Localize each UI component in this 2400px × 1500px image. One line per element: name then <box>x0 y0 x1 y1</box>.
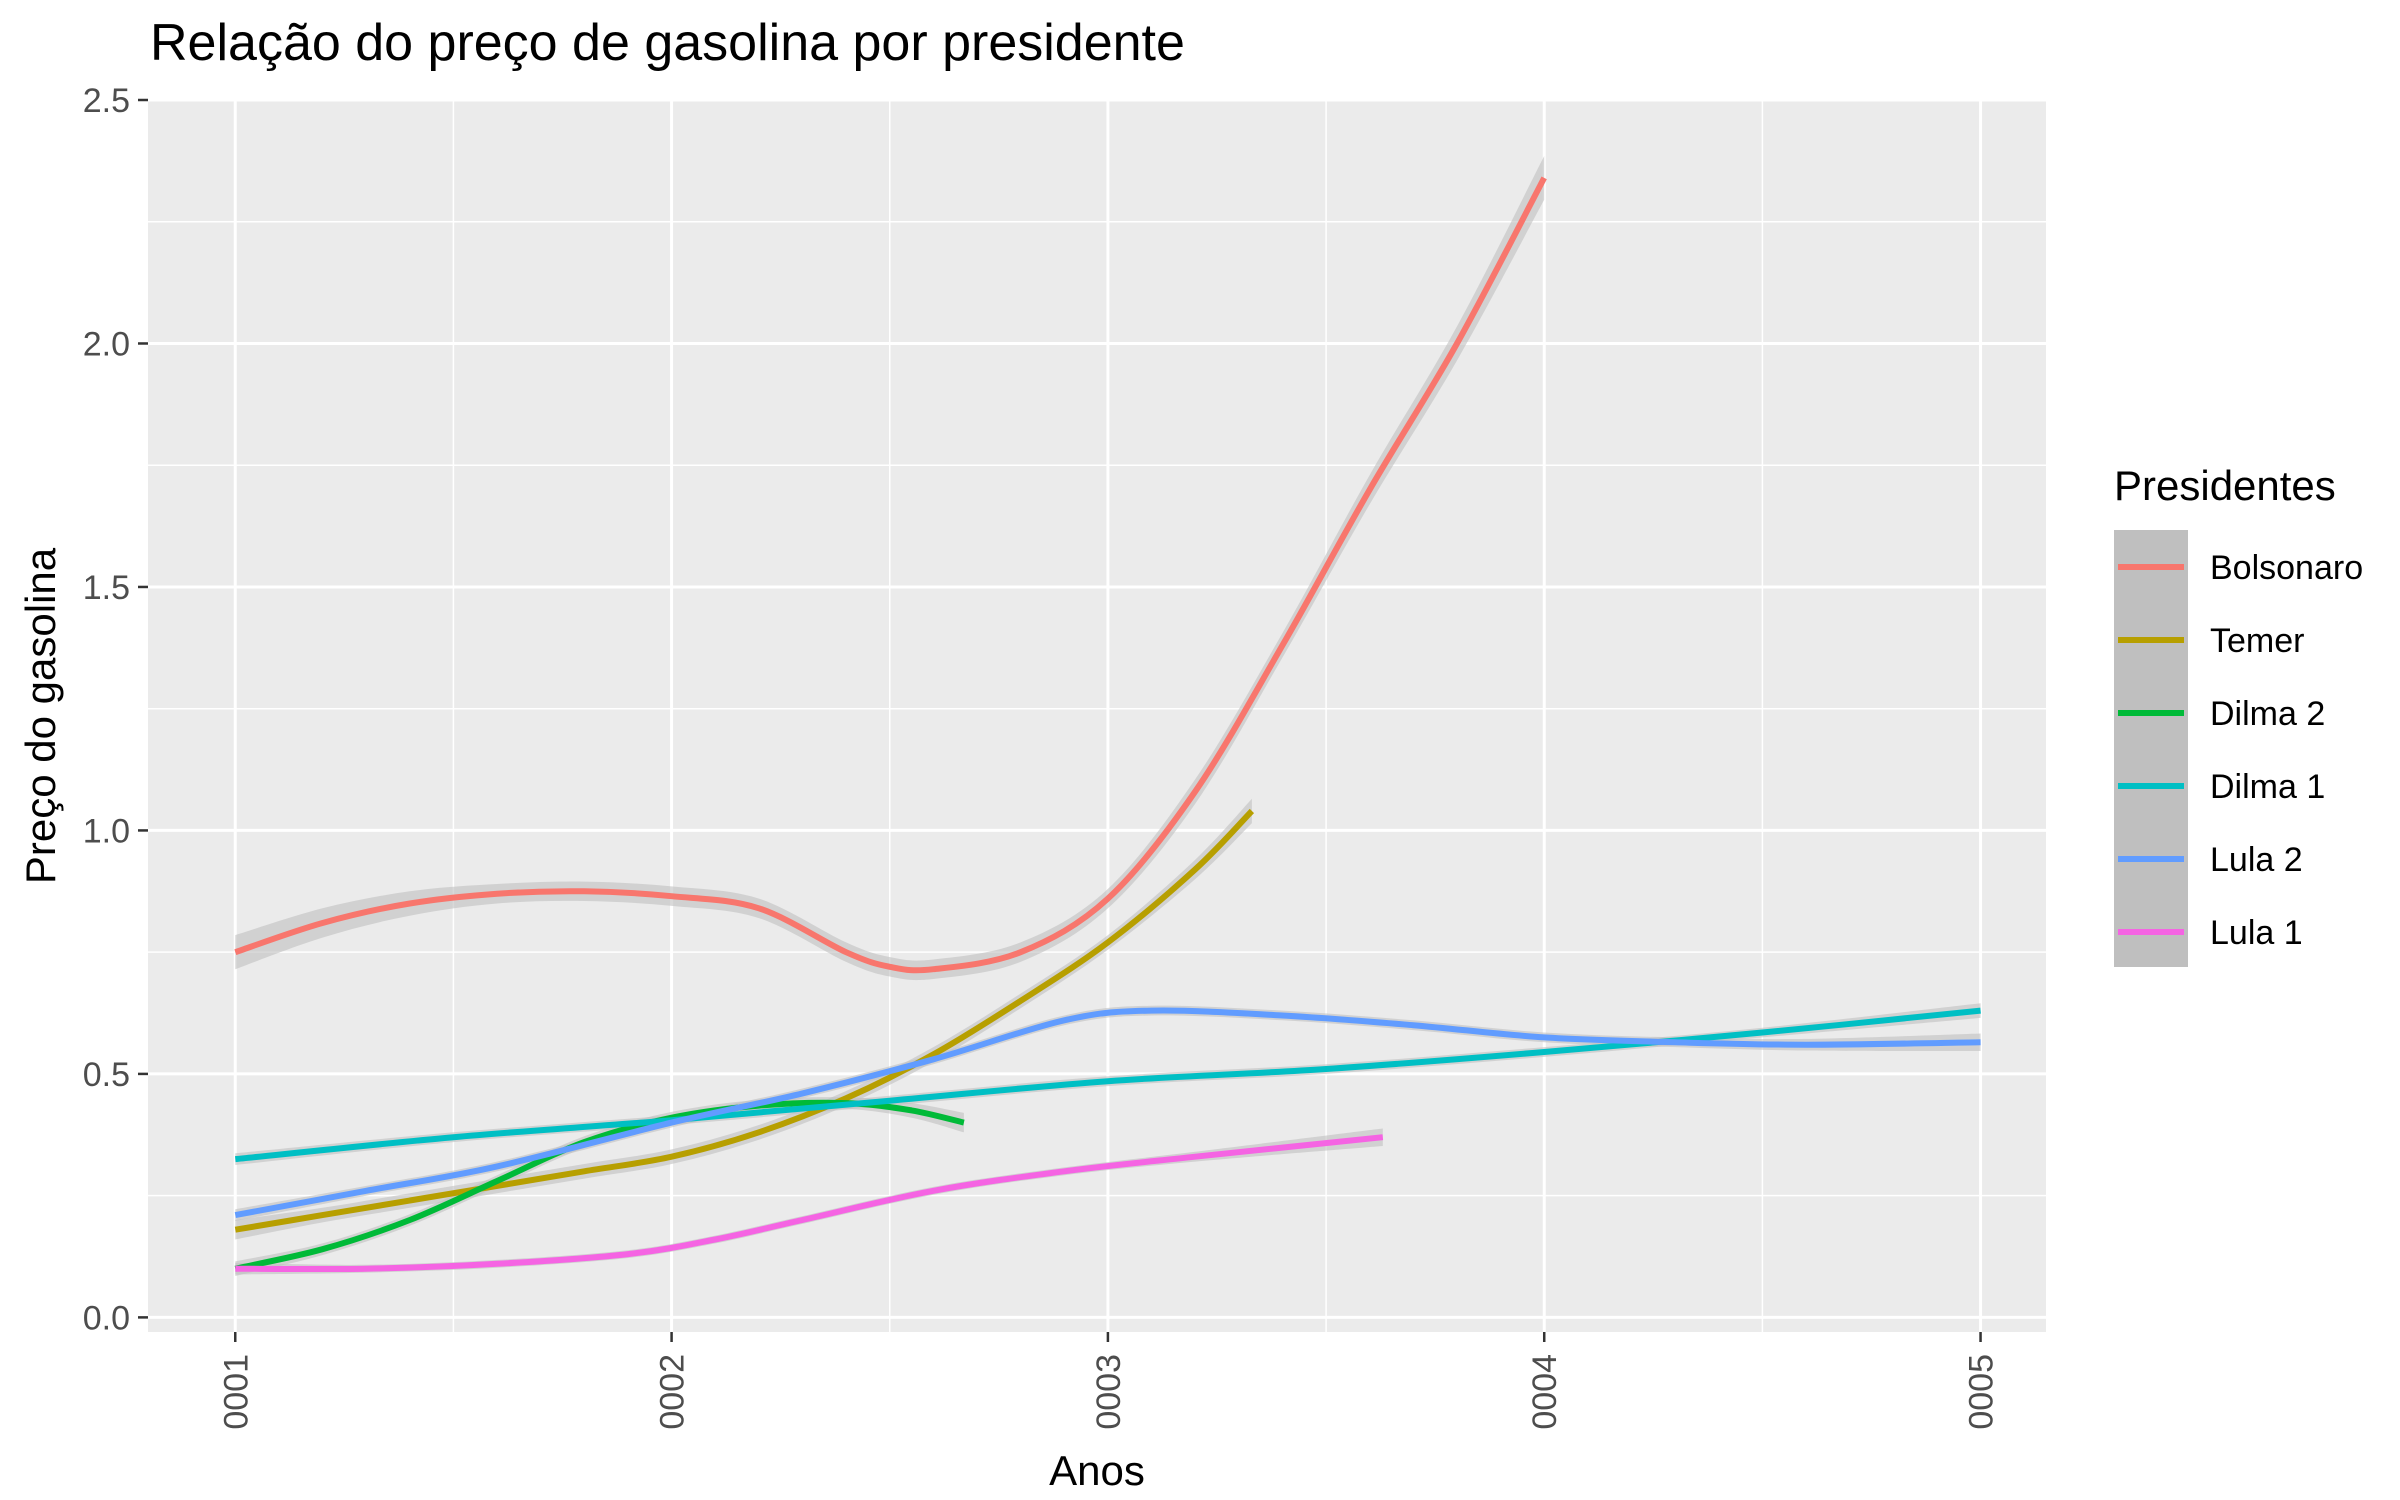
x-tick-label: 0001 <box>217 1354 255 1430</box>
legend-label-lula-2: Lula 2 <box>2210 841 2303 879</box>
series-line-temer <box>234 808 1255 1233</box>
legend-label-temer: Temer <box>2210 622 2304 660</box>
plot-panel <box>148 100 2046 1332</box>
y-tick-label: 2.5 <box>83 82 130 120</box>
grid-minor <box>148 100 2046 1332</box>
x-tick-label: 0005 <box>1963 1354 2001 1430</box>
grid-major <box>148 98 2046 1332</box>
y-tick-label: 1.5 <box>83 569 130 607</box>
y-tick-label: 2.0 <box>83 325 130 363</box>
legend-title: Presidentes <box>2114 462 2336 509</box>
y-axis: 0.0 0.5 1.0 1.5 2.0 2.5 <box>83 82 148 1337</box>
x-axis-title: Anos <box>1049 1447 1145 1494</box>
y-tick-label: 1.0 <box>83 812 130 850</box>
legend-keys-background <box>2114 530 2188 967</box>
legend: Presidentes Bolsonaro Temer Dilma 2 Dilma 1… <box>2114 462 2363 967</box>
series-line-lula-2 <box>234 1007 1981 1219</box>
chart-title: Relação do preço de gasolina por preside… <box>150 14 1185 72</box>
legend-label-bolsonaro: Bolsonaro <box>2210 549 2363 587</box>
series-line-dilma-1 <box>235 1007 1981 1163</box>
legend-label-dilma-1: Dilma 1 <box>2210 768 2325 806</box>
legend-label-dilma-2: Dilma 2 <box>2210 695 2325 733</box>
series-line-bolsonaro <box>234 176 1547 974</box>
x-tick-label: 0002 <box>654 1354 692 1430</box>
y-axis-title: Preço do gasolina <box>17 547 64 884</box>
series-line-lula-1 <box>235 1134 1384 1273</box>
y-tick-label: 0.5 <box>83 1056 130 1094</box>
x-tick-label: 0003 <box>1090 1354 1128 1430</box>
y-tick-label: 0.0 <box>83 1299 130 1337</box>
series-lines <box>234 176 1981 1273</box>
x-tick-label: 0004 <box>1526 1354 1564 1430</box>
x-axis: 0001 0002 0003 0004 0005 <box>217 1332 2001 1430</box>
ribbon-dilma-2 <box>235 1097 964 1276</box>
legend-label-lula-1: Lula 1 <box>2210 914 2303 952</box>
